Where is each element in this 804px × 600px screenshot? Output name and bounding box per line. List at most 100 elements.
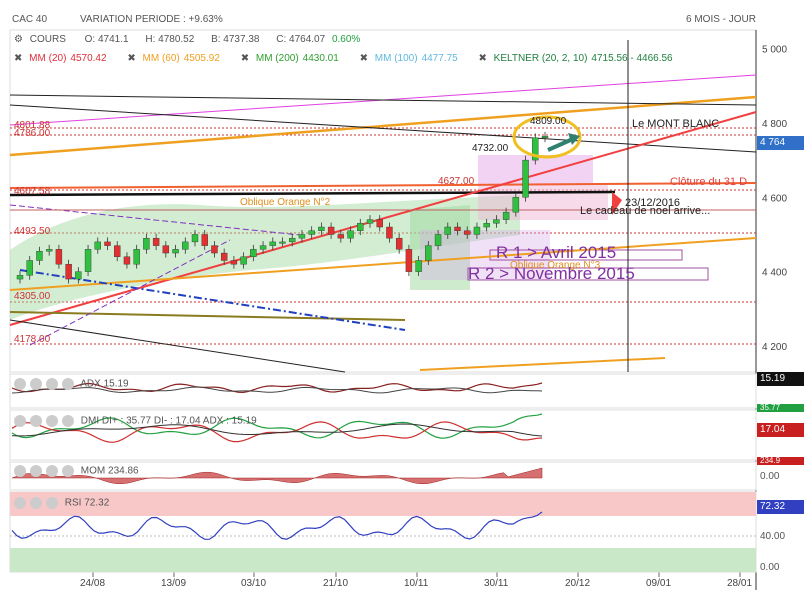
candle-body [327, 226, 335, 235]
candle-body [75, 271, 82, 280]
candle-body [172, 249, 179, 254]
candle-body [425, 245, 432, 261]
candle-body [182, 241, 189, 250]
candle-body [94, 241, 101, 250]
di-plus-value-box: 35.77 [757, 404, 804, 412]
mm60-label: MM (60) [142, 53, 180, 64]
momentum-area [11, 467, 543, 485]
up-arrow-icon[interactable] [46, 415, 58, 427]
close-value: C: 4764.07 [276, 34, 326, 45]
rsi-value: 72.32 [84, 497, 110, 509]
candle-body [220, 252, 228, 261]
candlesticks [16, 131, 549, 284]
mom-legend: MOM 234.86 [14, 465, 139, 477]
down-arrow-icon[interactable] [62, 465, 74, 477]
candle-body [512, 197, 520, 213]
keltner-label: KELTNER (20, 2, 10) [493, 53, 588, 64]
oblique2-label: Oblique Orange N°2 [240, 197, 331, 208]
mom-zero-tick: 0.00 [760, 471, 780, 482]
candle-body [405, 249, 413, 272]
candle-body [65, 263, 72, 280]
candle-body [289, 237, 296, 243]
gear-icon[interactable] [30, 378, 42, 390]
arrow-head-icon [568, 133, 580, 145]
header: CAC 40 VARIATION PERIODE : +9.63% 6 MOIS… [0, 0, 804, 30]
change-value: 0.60% [331, 34, 361, 45]
candle-body [454, 226, 461, 231]
ohlc-legend: ⚙ COURS O: 4741.1 H: 4780.52 B: 4737.38 … [14, 34, 364, 45]
close-icon[interactable]: ✖ [359, 53, 368, 64]
close-icon[interactable]: ✖ [127, 53, 136, 64]
settings-icon[interactable]: ⚙ [14, 34, 23, 45]
x-tick-label: 30/11 [484, 578, 509, 589]
close-icon[interactable]: ✖ [240, 53, 250, 64]
candle-body [45, 249, 53, 252]
x-tick-label: 09/01 [646, 578, 671, 589]
open-value: O: 4741.1 [84, 34, 129, 45]
instrument-title: CAC 40 [12, 14, 48, 25]
close-icon[interactable] [14, 378, 26, 390]
candle-body [133, 249, 140, 265]
label-4786: 4786.00 [14, 128, 51, 139]
cloture-line [9, 182, 757, 189]
x-tick-label: 20/12 [565, 578, 590, 589]
trend-orange-mid [9, 237, 757, 291]
high-value: H: 4780.52 [145, 34, 195, 45]
adx-legend: ADX 15.19 [14, 378, 129, 390]
candle-body [502, 211, 510, 220]
rsi-40-tick: 40.00 [760, 531, 786, 542]
adx-value: 15.19 [103, 378, 129, 390]
label-4627: 4627.00 [438, 176, 475, 187]
candle-body [522, 159, 529, 198]
candle-body [114, 245, 121, 257]
y-axis: 5 000 4 800 4 600 4 400 4 200 [762, 45, 787, 353]
mm200-label: MM (200) [255, 53, 299, 64]
candle-body [337, 234, 345, 239]
candle-body [493, 219, 500, 224]
r1-label: R 1 > Avril 2015 [496, 243, 616, 262]
up-arrow-icon[interactable] [46, 465, 58, 477]
rsi-value-box: 72.32 [757, 500, 804, 514]
close-icon[interactable] [14, 465, 26, 477]
gear-icon[interactable] [30, 465, 42, 477]
close-icon[interactable] [14, 497, 26, 509]
up-arrow-icon[interactable] [46, 497, 58, 509]
label-4305: 4305.00 [14, 291, 51, 302]
close-icon[interactable]: ✖ [478, 53, 487, 64]
candle-body [464, 230, 471, 235]
close-icon[interactable] [14, 415, 26, 427]
candle-body [308, 230, 315, 235]
trend-blue-dashdot [19, 269, 406, 331]
candle-body [84, 249, 92, 272]
y-tick-label: 4 600 [762, 193, 787, 204]
adx-line-2 [11, 386, 543, 394]
rsi-oversold-zone [10, 548, 756, 572]
trend-orange-low [419, 357, 666, 371]
mm20-value: 4570.42 [70, 53, 107, 64]
down-arrow-icon[interactable] [62, 415, 74, 427]
candle-body [366, 219, 374, 224]
adx-line [11, 382, 543, 394]
label-4493: 4493.50 [14, 226, 51, 237]
candle-body [532, 137, 539, 161]
x-tick-label: 21/10 [323, 578, 348, 589]
gear-icon[interactable] [30, 497, 42, 509]
down-arrow-icon[interactable] [62, 378, 74, 390]
adx-label: ADX [80, 378, 101, 390]
dmi-legend: DMI DI+ : 35.77 DI- : 17.04 ADX : 15.19 [14, 415, 257, 427]
candle-body [36, 250, 43, 261]
mom-top-box: 234.9 [757, 457, 804, 465]
highlight-ellipse [512, 115, 582, 159]
oblique3-label: Oblique Orange N°3 [510, 260, 601, 271]
x-tick-label: 24/08 [80, 578, 105, 589]
mm100-value: 4477.75 [421, 53, 458, 64]
gear-icon[interactable] [30, 415, 42, 427]
red-marker-icon [612, 192, 622, 215]
up-arrow-icon[interactable] [46, 378, 58, 390]
candle-body [240, 256, 247, 265]
candle-body [152, 237, 160, 246]
candle-body [279, 241, 286, 244]
close-icon[interactable]: ✖ [14, 53, 23, 64]
period-selector[interactable]: 6 MOIS - JOUR [686, 14, 757, 25]
